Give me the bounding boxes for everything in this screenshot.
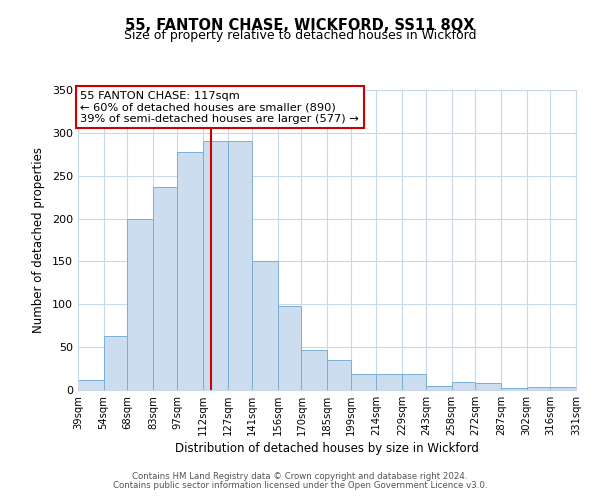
Bar [228, 140, 252, 390]
Bar [177, 152, 203, 390]
Y-axis label: Number of detached properties: Number of detached properties [32, 147, 45, 333]
Bar [127, 218, 153, 390]
X-axis label: Distribution of detached houses by size in Wickford: Distribution of detached houses by size … [175, 442, 479, 455]
Text: 55 FANTON CHASE: 117sqm
← 60% of detached houses are smaller (890)
39% of semi-d: 55 FANTON CHASE: 117sqm ← 60% of detache… [80, 90, 359, 124]
Bar [501, 388, 527, 390]
Bar [402, 374, 426, 390]
Bar [153, 187, 177, 390]
Bar [78, 380, 104, 390]
Bar [550, 386, 576, 390]
Bar [252, 262, 278, 390]
Bar [301, 350, 327, 390]
Text: Contains public sector information licensed under the Open Government Licence v3: Contains public sector information licen… [113, 481, 487, 490]
Bar [527, 386, 550, 390]
Bar [452, 382, 475, 390]
Bar [104, 336, 127, 390]
Bar [203, 140, 228, 390]
Bar [475, 383, 501, 390]
Bar [376, 374, 402, 390]
Text: 55, FANTON CHASE, WICKFORD, SS11 8QX: 55, FANTON CHASE, WICKFORD, SS11 8QX [125, 18, 475, 32]
Bar [327, 360, 351, 390]
Bar [278, 306, 301, 390]
Text: Contains HM Land Registry data © Crown copyright and database right 2024.: Contains HM Land Registry data © Crown c… [132, 472, 468, 481]
Bar [351, 374, 376, 390]
Bar [426, 386, 452, 390]
Text: Size of property relative to detached houses in Wickford: Size of property relative to detached ho… [124, 29, 476, 42]
